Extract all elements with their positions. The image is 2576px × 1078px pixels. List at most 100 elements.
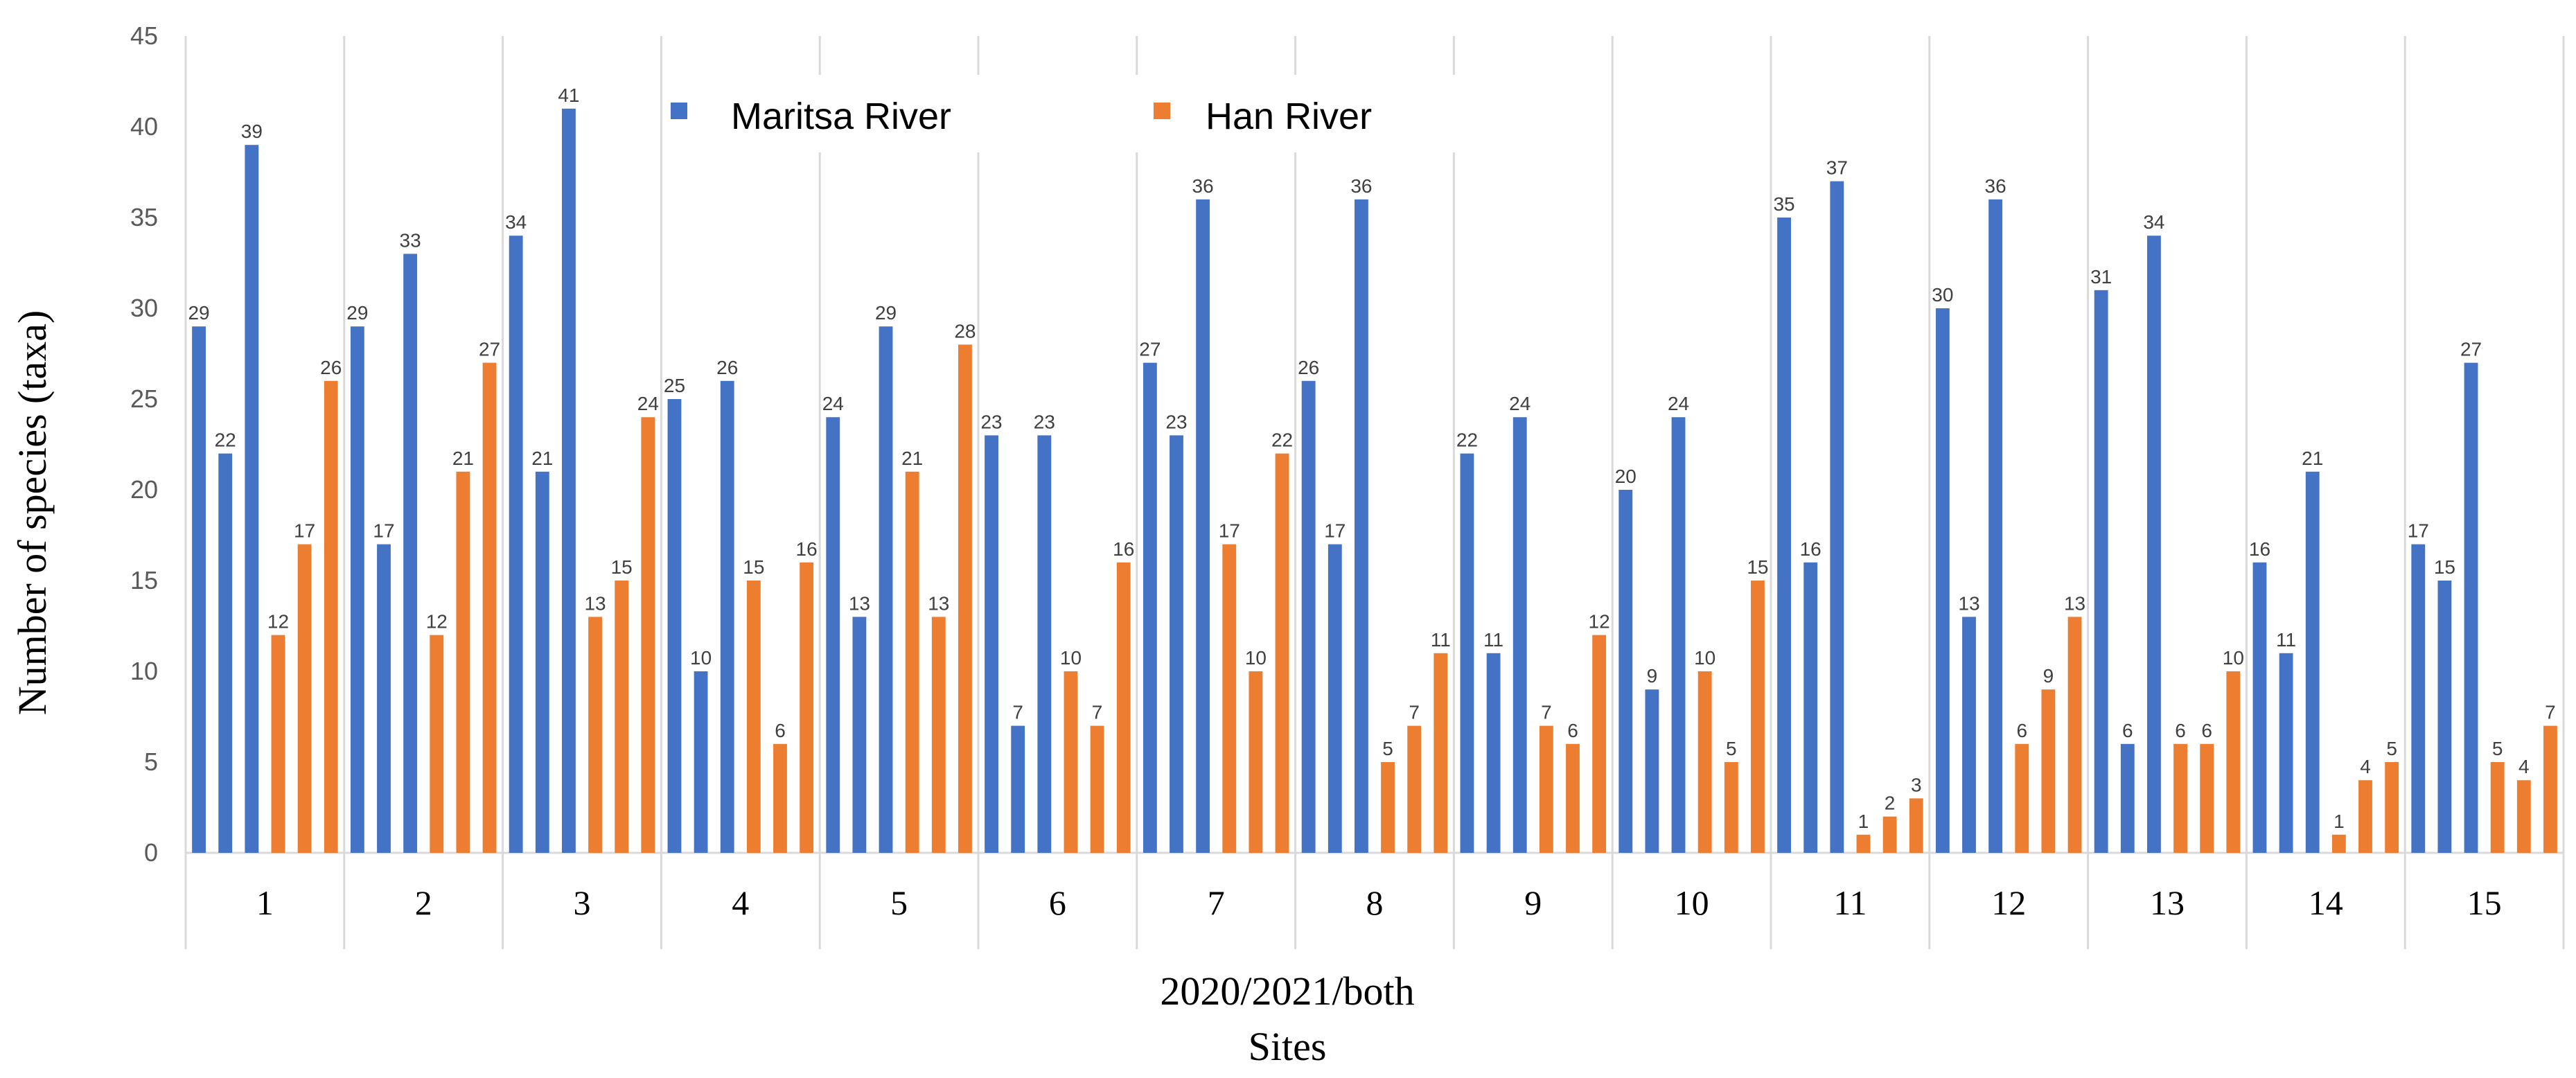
bar: [1143, 362, 1157, 853]
bar: [958, 344, 972, 853]
bar: [826, 417, 840, 853]
data-label: 33: [400, 229, 421, 251]
bar: [2385, 762, 2399, 853]
data-label: 2: [1885, 793, 1896, 814]
bar: [720, 380, 734, 853]
bar: [2305, 471, 2320, 853]
data-label: 31: [2090, 266, 2112, 288]
x-tick-label: 12: [1991, 883, 2026, 922]
x-tick-label: 5: [890, 883, 908, 922]
bar: [2067, 617, 2082, 853]
x-axis-title-line1: 2020/2021/both: [1160, 969, 1414, 1014]
bar: [324, 380, 338, 853]
bar: [2464, 362, 2478, 853]
y-tick-label: 25: [130, 385, 158, 413]
bar: [403, 254, 418, 853]
bar: [641, 417, 655, 853]
bar: [746, 581, 761, 853]
y-axis-ticks: 0 5 10 15 20 25 30 35 40 45: [130, 21, 158, 867]
data-label: 21: [2302, 448, 2323, 469]
bar: [879, 326, 893, 853]
data-label: 11: [1483, 629, 1503, 651]
data-label: 21: [531, 448, 553, 469]
data-label: 29: [346, 302, 368, 324]
data-label: 9: [1647, 665, 1658, 687]
bar: [615, 581, 629, 853]
data-label: 7: [1012, 702, 1023, 723]
x-tick-label: 10: [1675, 883, 1709, 922]
legend: Maritsa River Han River: [665, 75, 1455, 152]
data-label: 17: [1324, 520, 1346, 542]
data-label: 17: [294, 520, 315, 542]
bar: [2331, 834, 2346, 853]
data-label: 12: [267, 611, 289, 633]
y-tick-label: 10: [130, 657, 158, 685]
data-label: 21: [452, 448, 474, 469]
data-label: 17: [373, 520, 394, 542]
x-tick-label: 13: [2150, 883, 2185, 922]
bar: [456, 471, 470, 853]
bar: [1645, 689, 1659, 853]
data-label: 1: [1858, 811, 1869, 832]
bar: [1064, 671, 1078, 853]
bar: [1196, 199, 1210, 853]
bar: [773, 743, 787, 853]
data-label: 16: [1800, 538, 1821, 560]
bar: [2094, 290, 2108, 853]
data-label: 24: [1668, 393, 1689, 414]
data-label: 29: [188, 302, 209, 324]
data-label: 27: [479, 339, 500, 360]
data-label: 26: [716, 357, 738, 378]
data-label: 5: [2386, 738, 2397, 759]
bar: [1618, 490, 1633, 853]
bar: [2147, 236, 2161, 853]
bar: [2279, 653, 2293, 853]
legend-background: [665, 75, 1455, 152]
bar: [1856, 834, 1871, 853]
bar: [1460, 453, 1474, 853]
bar: [2200, 743, 2214, 853]
data-label: 22: [1271, 430, 1293, 451]
data-label: 11: [2276, 629, 2296, 651]
data-label: 22: [1456, 430, 1478, 451]
bar: [2358, 780, 2372, 853]
x-tick-label: 11: [1833, 883, 1867, 922]
legend-label-han-river: Han River: [1206, 96, 1372, 137]
x-tick-label: 2: [415, 883, 432, 922]
y-tick-label: 45: [130, 21, 158, 50]
data-label: 27: [1139, 339, 1161, 360]
bar: [1909, 798, 1923, 853]
bar: [1882, 816, 1897, 853]
x-tick-label: 1: [256, 883, 274, 922]
bar: [1671, 417, 1686, 853]
data-label: 6: [2122, 720, 2133, 741]
data-label: 11: [1431, 629, 1451, 651]
data-label: 12: [1589, 611, 1610, 633]
bar: [2490, 762, 2505, 853]
data-label: 36: [1985, 175, 2006, 197]
data-label: 27: [2460, 339, 2482, 360]
bar: [245, 145, 259, 853]
legend-swatch-maritsa-river: [671, 103, 687, 119]
data-label: 37: [1826, 157, 1848, 179]
bar: [1381, 762, 1395, 853]
data-label: 23: [980, 411, 1002, 432]
x-tick-label: 9: [1524, 883, 1542, 922]
data-label: 24: [1509, 393, 1530, 414]
bar: [1724, 762, 1738, 853]
bar: [1327, 544, 1342, 853]
x-tick-label: 15: [2467, 883, 2502, 922]
data-label: 13: [2064, 592, 2085, 614]
bar: [350, 326, 364, 853]
bar: [905, 471, 919, 853]
x-tick-label: 8: [1366, 883, 1384, 922]
data-label: 5: [2492, 738, 2503, 759]
legend-swatch-han-river: [1154, 103, 1170, 119]
bar: [2516, 780, 2531, 853]
bar: [192, 326, 206, 853]
data-label: 23: [1034, 411, 1055, 432]
y-tick-label: 40: [130, 112, 158, 141]
data-label: 35: [1773, 193, 1794, 215]
bar: [1988, 199, 2003, 853]
x-axis-title-line2: Sites: [1249, 1024, 1327, 1069]
